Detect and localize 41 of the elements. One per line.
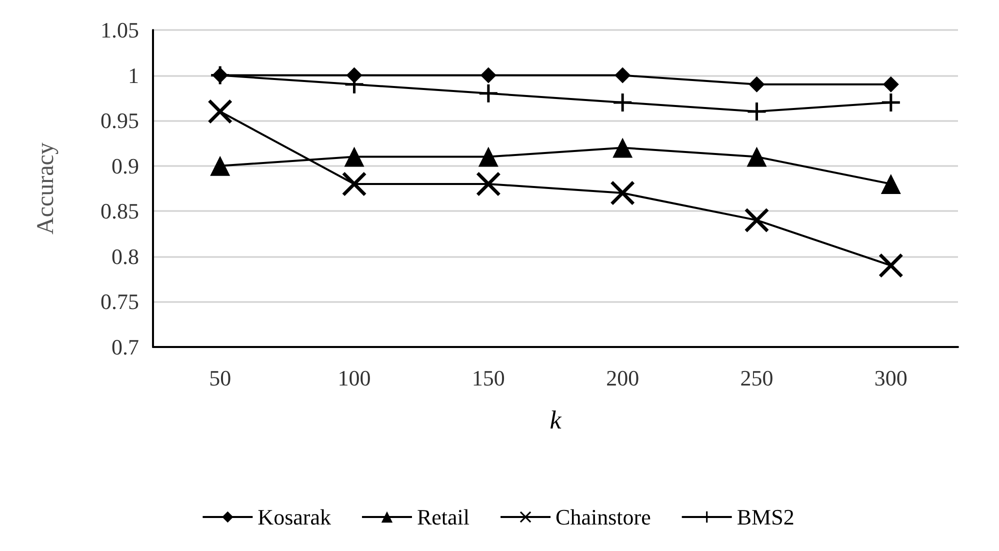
point — [346, 67, 362, 84]
y-tick-label: 1 — [128, 62, 139, 88]
point — [614, 67, 631, 84]
point — [882, 93, 900, 112]
x-tick-label: 300 — [874, 366, 908, 390]
point — [748, 76, 765, 92]
point — [882, 76, 899, 92]
point — [476, 172, 500, 196]
point — [479, 84, 498, 102]
point — [612, 138, 633, 158]
x-axis-title: k — [550, 406, 562, 434]
x-tick-label: 150 — [472, 366, 505, 390]
y-tick-label: 0.9 — [112, 153, 139, 178]
y-tick-label: 0.85 — [100, 198, 139, 224]
point — [208, 100, 232, 124]
y-tick-label: 0.8 — [112, 244, 139, 269]
y-tick-label: 1.05 — [100, 18, 139, 42]
point — [880, 174, 901, 194]
x-tick-label: 100 — [338, 366, 371, 390]
legend-label: Kosarak — [258, 504, 331, 530]
point — [210, 156, 230, 176]
point — [480, 67, 496, 84]
point — [746, 146, 767, 167]
y-tick-label: 0.95 — [100, 108, 139, 134]
y-tick-label: 0.75 — [100, 289, 139, 314]
x-tick-label: 250 — [740, 366, 774, 390]
point — [878, 253, 903, 278]
legend-label: Chainstore — [556, 504, 651, 530]
point — [344, 146, 364, 167]
x-tick-label: 200 — [606, 366, 640, 390]
legend-label: Retail — [416, 504, 470, 530]
point — [748, 102, 766, 121]
point — [478, 146, 498, 167]
point — [342, 172, 366, 196]
point — [614, 93, 632, 112]
point — [610, 181, 635, 206]
x-tick-label: 50 — [209, 366, 232, 390]
point — [744, 208, 769, 232]
y-tick-label: 0.7 — [112, 334, 139, 360]
legend-label: BMS2 — [736, 504, 794, 530]
y-axis-title: Accuracy — [33, 142, 59, 234]
